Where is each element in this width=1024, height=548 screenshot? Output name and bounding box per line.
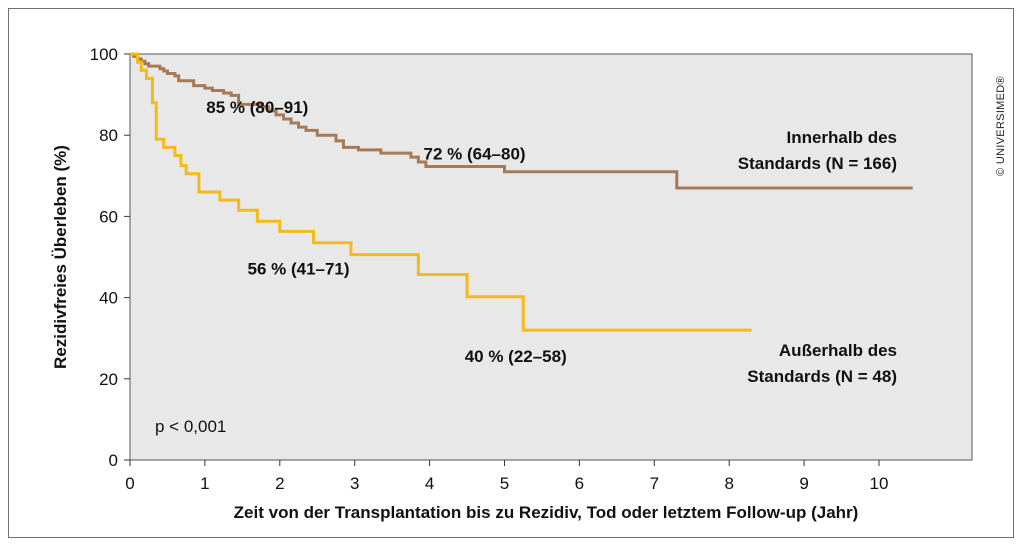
x-tick-label-2: 2 [275, 474, 284, 493]
plot-area [129, 53, 973, 461]
x-tick-label-1: 1 [200, 474, 209, 493]
y-tick-label-40: 40 [99, 289, 118, 308]
y-tick-label-80: 80 [99, 126, 118, 145]
copyright-watermark: © UNIVERSIMED® [995, 76, 1007, 176]
x-tick-label-4: 4 [425, 474, 434, 493]
y-tick-label-20: 20 [99, 370, 118, 389]
y-tick-label-0: 0 [109, 451, 118, 470]
x-tick-label-8: 8 [724, 474, 733, 493]
annotation-1-2: 72 % (64–80) [424, 145, 526, 164]
x-tick-label-9: 9 [799, 474, 808, 493]
labels-layer: 85 % (80–91) 72 % (64–80) Innerhalb des Sta… [206, 98, 897, 386]
y-tick-label-60: 60 [99, 207, 118, 226]
annotation-2-2: 40 % (22–58) [465, 347, 567, 366]
x-tick-label-6: 6 [575, 474, 584, 493]
series-label-2-line-1: Außerhalb des [779, 341, 897, 360]
x-tick-label-10: 10 [870, 474, 889, 493]
x-tick-label-3: 3 [350, 474, 359, 493]
y-axis-title: Rezidivfreies Überleben (%) [51, 145, 70, 369]
series-label-2-line-2: Standards (N = 48) [747, 367, 897, 386]
x-tick-label-5: 5 [500, 474, 509, 493]
y-tick-label-100: 100 [90, 45, 118, 64]
x-tick-label-7: 7 [650, 474, 659, 493]
annotation-2-1: 56 % (41–71) [247, 260, 349, 279]
series-label-1-line-2: Standards (N = 166) [738, 154, 897, 173]
series-label-1-line-1: Innerhalb des [786, 128, 897, 147]
axes: 0 20 40 60 80 100 0 1 2 3 4 5 6 7 8 9 10 [90, 45, 889, 493]
x-axis-title: Zeit von der Transplantation bis zu Rezi… [234, 503, 859, 522]
series-line-1 [130, 52, 913, 190]
series-layer [130, 52, 913, 332]
x-tick-label-0: 0 [125, 474, 134, 493]
p-value-label: p < 0,001 [155, 417, 226, 436]
annotation-1-1: 85 % (80–91) [206, 98, 308, 117]
series-line-2 [130, 52, 752, 332]
